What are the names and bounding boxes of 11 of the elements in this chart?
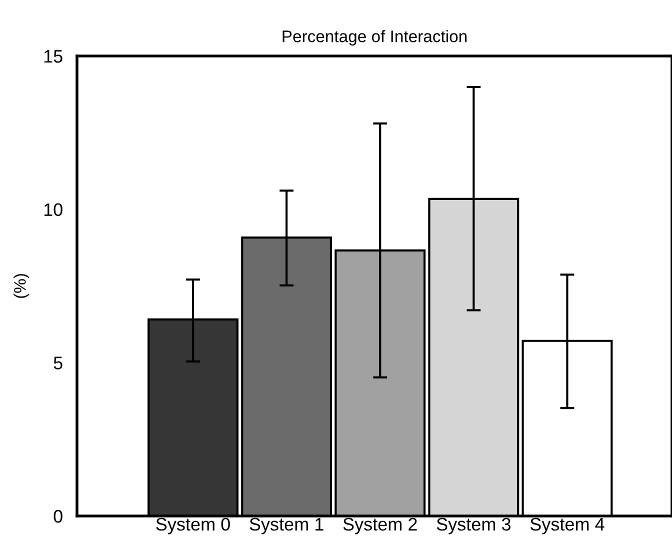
x-tick-label: System 1	[250, 518, 324, 534]
y-axis-title: (%)	[14, 274, 30, 298]
x-tick-label: System 2	[343, 518, 417, 534]
y-tick-label: 0	[54, 510, 62, 523]
y-tick-label: 15	[44, 50, 62, 63]
x-tick-label: System 3	[436, 518, 510, 534]
x-tick-label: System 0	[156, 518, 230, 534]
x-tick-label: System 4	[530, 518, 604, 534]
y-tick-label: 10	[44, 203, 62, 216]
chart-title: Percentage of Interaction	[282, 30, 467, 46]
y-tick-label: 5	[54, 356, 62, 370]
